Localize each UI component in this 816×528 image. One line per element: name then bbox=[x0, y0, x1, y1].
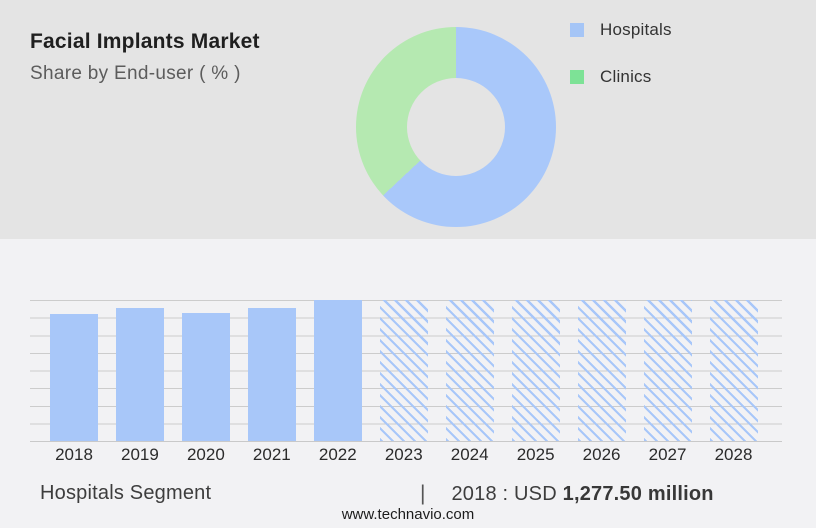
legend-swatch-hospitals-icon bbox=[570, 23, 584, 37]
bottom-section: 2018 2019 2020 2021 2022 2023 2024 2025 2026 2027… bbox=[0, 239, 816, 528]
year-label-2020: 2020 bbox=[186, 445, 225, 464]
bar-2028-forecast bbox=[709, 300, 758, 441]
year-label-2028: 2028 bbox=[714, 445, 753, 464]
bar-2019 bbox=[115, 308, 164, 441]
year-label-2025: 2025 bbox=[516, 445, 555, 464]
bar-2025-forecast bbox=[511, 300, 560, 441]
page-title: Facial Implants Market bbox=[30, 30, 260, 53]
bar-2018 bbox=[50, 314, 98, 441]
legend-item-clinics: Clinics bbox=[570, 67, 672, 87]
year-label-2018: 2018 bbox=[55, 445, 93, 464]
legend-label-hospitals: Hospitals bbox=[600, 20, 672, 39]
caption-value-prefix: 2018 : USD bbox=[451, 483, 557, 505]
segment-label: Hospitals Segment bbox=[40, 482, 212, 504]
legend-label-clinics: Clinics bbox=[600, 67, 652, 86]
caption-row: Hospitals Segment | 2018 : USD 1,277.50 … bbox=[0, 482, 816, 508]
legend-item-hospitals: Hospitals bbox=[570, 20, 672, 40]
year-label-2024: 2024 bbox=[450, 445, 489, 464]
title-block: Facial Implants Market Share by End-user… bbox=[30, 30, 260, 85]
bar-2027-forecast bbox=[643, 300, 692, 441]
year-label-2027: 2027 bbox=[648, 445, 687, 464]
top-section: Facial Implants Market Share by End-user… bbox=[0, 0, 816, 239]
bar-2026-forecast bbox=[577, 300, 626, 441]
legend: Hospitals Clinics bbox=[570, 20, 672, 114]
website-text: www.technavio.com bbox=[341, 506, 475, 523]
bar-2023-forecast bbox=[379, 300, 428, 441]
bar-2024-forecast bbox=[445, 300, 494, 441]
caption-value: 2018 : USD 1,277.50 million bbox=[451, 483, 713, 506]
legend-swatch-clinics-icon bbox=[570, 70, 584, 84]
footer-row: www.technavio.com bbox=[0, 506, 816, 524]
page-subtitle: Share by End-user ( % ) bbox=[30, 63, 241, 84]
bar-2020 bbox=[181, 313, 230, 441]
caption-separator: | bbox=[420, 482, 426, 505]
year-label-2023: 2023 bbox=[384, 445, 423, 464]
year-label-2022: 2022 bbox=[318, 445, 357, 464]
x-axis: 2018 2019 2020 2021 2022 2023 2024 2025 2026 2027… bbox=[30, 445, 782, 467]
year-label-2026: 2026 bbox=[582, 445, 621, 464]
donut-hole bbox=[407, 78, 505, 176]
bar-2021 bbox=[247, 308, 296, 441]
year-label-2021: 2021 bbox=[252, 445, 291, 464]
year-label-2019: 2019 bbox=[121, 445, 159, 464]
bar-chart-plot bbox=[30, 300, 782, 442]
caption-value-group: | 2018 : USD 1,277.50 million bbox=[420, 482, 714, 506]
donut-chart bbox=[356, 27, 556, 227]
caption-value-bold: 1,277.50 million bbox=[562, 483, 714, 505]
bar-2022 bbox=[313, 300, 362, 441]
